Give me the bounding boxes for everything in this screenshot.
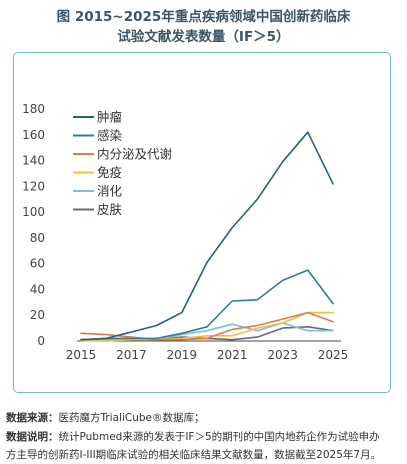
legend-label: 消化 — [97, 184, 123, 199]
series-line — [80, 311, 334, 342]
line-chart: 0 20 40 60 80 100 120 140 160 180 2015 2017 2019 202… — [22, 102, 349, 362]
y-tick-label: 80 — [30, 231, 45, 245]
footnote-description-text-2: 方主导的创新药I-III期临床试验的相关临床结果文献数量，数据截至2025年7月… — [6, 449, 382, 461]
series-line — [80, 269, 334, 341]
series-line — [80, 311, 334, 341]
x-tick-label: 2019 — [167, 348, 198, 362]
x-tick-label: 2017 — [116, 348, 147, 362]
x-tick-label: 2021 — [217, 348, 248, 362]
x-tick-label: 2023 — [267, 348, 298, 362]
x-tick-label: 2015 — [66, 348, 97, 362]
y-tick-label: 0 — [37, 334, 45, 348]
footnote-description-continued: 方主导的创新药I-III期临床试验的相关临床结果文献数量，数据截至2025年7月… — [6, 447, 406, 464]
y-tick-label: 20 — [30, 308, 45, 322]
legend-label: 肿瘤 — [97, 110, 123, 125]
legend-label: 内分泌及代谢 — [97, 147, 172, 162]
footnote-source: 数据来源：医药魔方TrialiCube®数据库； — [6, 410, 406, 427]
x-axis: 2015 2017 2019 2021 2023 2025 — [66, 340, 349, 362]
series-lines — [80, 131, 334, 342]
y-axis: 0 20 40 60 80 100 120 140 160 180 — [22, 102, 45, 348]
y-tick-label: 60 — [30, 257, 45, 271]
series-line — [80, 131, 334, 341]
y-tick-label: 100 — [22, 205, 45, 219]
footnote-description-label: 数据说明： — [6, 431, 59, 443]
legend-label: 免疫 — [97, 165, 122, 180]
y-tick-label: 120 — [22, 179, 45, 193]
y-tick-label: 140 — [22, 154, 45, 168]
x-tick-label: 2025 — [318, 348, 349, 362]
footnote-source-text: 医药魔方TrialiCube®数据库； — [58, 412, 205, 424]
legend-label: 皮肤 — [97, 202, 123, 217]
footnote-description-text: 统计Pubmed来源的发表于IF＞5的期刊的中国内地药企作为试验申办 — [58, 431, 380, 443]
chart-title-line-2: 试验文献发表数量（IF＞5） — [117, 29, 290, 45]
chart-title-line-1: 图 2015~2025年重点疾病领域中国创新药临床 — [56, 9, 351, 25]
footnote-source-label: 数据来源： — [6, 412, 59, 424]
y-tick-label: 40 — [30, 282, 45, 296]
footnote-description: 数据说明：统计Pubmed来源的发表于IF＞5的期刊的中国内地药企作为试验申办 — [6, 429, 406, 446]
y-tick-label: 180 — [22, 102, 45, 116]
y-tick-label: 160 — [22, 128, 45, 142]
legend-label: 感染 — [97, 128, 123, 143]
